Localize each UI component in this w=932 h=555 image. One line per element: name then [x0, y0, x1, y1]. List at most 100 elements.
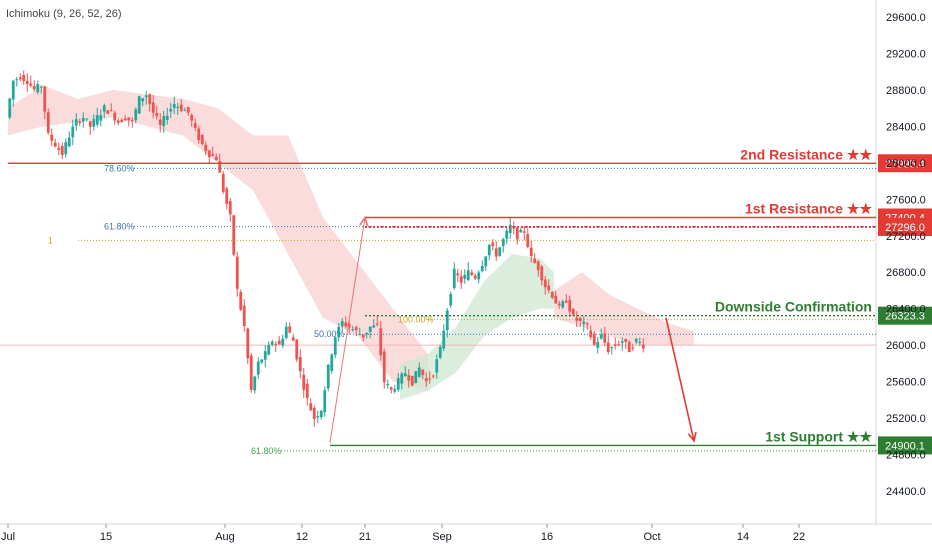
- y-tick-label: 24800.0: [886, 450, 926, 462]
- level-price-label: 27296.0: [885, 222, 925, 234]
- candle-body: [130, 119, 134, 121]
- candle-body: [218, 161, 222, 173]
- candle-body: [281, 338, 285, 346]
- candle-body: [463, 274, 467, 279]
- candle-body: [305, 383, 309, 399]
- candle-body: [309, 403, 313, 411]
- candle-body: [291, 337, 295, 341]
- candle-body: [183, 110, 187, 112]
- candle-body: [88, 121, 92, 127]
- candle-body: [477, 272, 481, 280]
- candle-body: [515, 227, 519, 240]
- candle-body: [144, 95, 148, 98]
- candle-body: [29, 83, 33, 86]
- candle-body: [561, 301, 565, 308]
- candle-body: [372, 325, 376, 328]
- projection-arrow-line: [665, 317, 695, 442]
- projection-arrowhead: [359, 215, 369, 227]
- candle-body: [109, 110, 113, 112]
- candle-body: [186, 107, 190, 113]
- candle-body: [232, 215, 236, 255]
- y-tick-label: 29600.0: [886, 12, 926, 24]
- candle-body: [295, 339, 299, 360]
- candle-body: [424, 378, 428, 382]
- candle-body: [641, 344, 645, 349]
- candle-body: [155, 113, 159, 117]
- candle-body: [158, 119, 162, 125]
- candle-body: [634, 338, 638, 342]
- candle-body: [267, 344, 271, 355]
- candle-body: [302, 374, 306, 390]
- x-tick-label: Jul: [1, 531, 15, 543]
- candle-body: [81, 118, 85, 122]
- candle-body: [578, 317, 582, 321]
- projection-arrow-line: [329, 217, 366, 443]
- candle-body: [452, 268, 456, 289]
- candle-body: [211, 154, 215, 156]
- candle-body: [323, 390, 327, 413]
- level-price-label: 27995.4: [885, 158, 925, 170]
- y-tick-label: 24400.0: [886, 486, 926, 498]
- y-tick-label: 25600.0: [886, 377, 926, 389]
- candle-body: [319, 410, 323, 418]
- candle-body: [71, 126, 75, 138]
- x-tick-label: 16: [541, 531, 553, 543]
- candle-body: [522, 231, 526, 233]
- x-tick-label: 14: [737, 531, 749, 543]
- candle-body: [78, 121, 82, 124]
- candle-body: [18, 77, 22, 80]
- candle-body: [638, 342, 642, 344]
- candle-body: [11, 80, 15, 100]
- candle-body: [613, 344, 617, 346]
- candle-body: [361, 334, 365, 338]
- candle-body: [246, 328, 250, 359]
- candle-body: [417, 367, 421, 377]
- projection-arrowhead: [687, 431, 697, 443]
- level-name: 2nd Resistance ★★: [740, 146, 872, 162]
- candle-body: [407, 375, 411, 381]
- x-tick-label: Sep: [432, 531, 452, 543]
- candle-body: [508, 224, 512, 233]
- x-tick-label: 22: [793, 531, 805, 543]
- candle-body: [92, 119, 96, 127]
- candle-body: [470, 272, 474, 275]
- candle-body: [53, 142, 57, 147]
- candle-body: [550, 291, 554, 298]
- candle-body: [256, 361, 260, 375]
- y-tick-label: 28000.0: [886, 158, 926, 170]
- candle-body: [554, 295, 558, 304]
- y-tick-label: 25200.0: [886, 413, 926, 425]
- candle-body: [67, 137, 71, 147]
- level-name: 1st Support ★★: [765, 428, 872, 444]
- candle-body: [344, 322, 348, 327]
- candle-body: [253, 376, 257, 391]
- candle-body: [74, 119, 78, 126]
- candle-body: [148, 94, 152, 105]
- y-tick-label: 26800.0: [886, 267, 926, 279]
- candle-body: [603, 333, 607, 343]
- candle-body: [214, 156, 218, 161]
- candle-body: [396, 378, 400, 390]
- candle-body: [501, 239, 505, 247]
- candle-body: [221, 173, 225, 192]
- candle-body: [326, 364, 330, 389]
- candle-body: [487, 244, 491, 256]
- indicator-label[interactable]: Ichimoku (9, 26, 52, 26): [6, 8, 122, 20]
- level-name: Downside Confirmation: [715, 299, 872, 315]
- candle-body: [312, 408, 316, 420]
- candle-body: [347, 323, 351, 328]
- candle-body: [239, 292, 243, 310]
- candle-body: [519, 229, 523, 233]
- candle-body: [333, 337, 337, 355]
- candle-body: [284, 326, 288, 338]
- candle-body: [564, 300, 568, 303]
- y-tick-label: 26000.0: [886, 340, 926, 352]
- candle-body: [225, 188, 229, 204]
- candle-body: [421, 369, 425, 375]
- candle-body: [585, 323, 589, 325]
- candle-body: [151, 102, 155, 113]
- candle-body: [403, 373, 407, 377]
- fib-label: 100.00%: [398, 315, 434, 325]
